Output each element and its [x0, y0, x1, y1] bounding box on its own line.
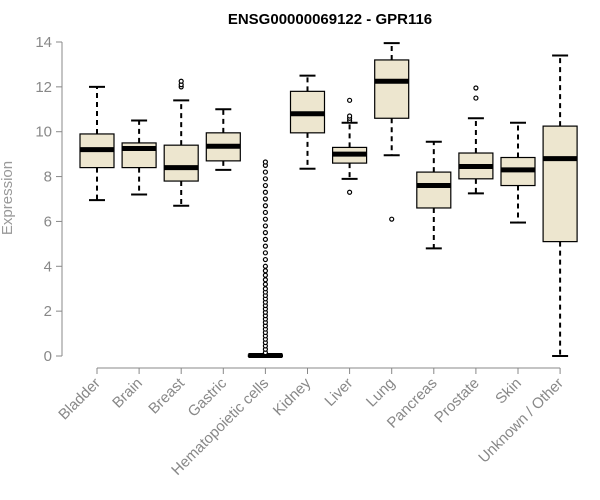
x-category-label: Lung: [363, 375, 399, 411]
outlier-point: [347, 97, 353, 103]
outlier-point: [347, 113, 353, 119]
box-kidney: [289, 74, 326, 170]
y-tick-label: 8: [44, 169, 52, 186]
x-category-label: Liver: [321, 375, 356, 410]
outlier-point: [178, 78, 184, 84]
y-tick-label: 6: [44, 213, 52, 230]
x-category-label: Breast: [145, 374, 188, 417]
box-liver: [332, 97, 368, 195]
outlier-point: [262, 250, 268, 256]
box: [163, 144, 199, 182]
y-tick-label: 12: [35, 79, 52, 96]
outlier-point: [262, 209, 268, 216]
outlier-point: [262, 230, 268, 236]
y-tick-label: 10: [35, 124, 52, 141]
y-tick-label: 4: [44, 258, 52, 275]
x-category-label: Skin: [492, 375, 525, 408]
y-tick-label: 2: [44, 303, 52, 320]
outlier-point: [262, 263, 268, 269]
box-skin: [500, 121, 536, 224]
x-category-label: Kidney: [270, 374, 315, 419]
box-prostate: [458, 85, 494, 195]
outlier-point: [262, 236, 268, 242]
box-hematopoietic-cells: [247, 159, 283, 359]
x-category-label: Brain: [109, 375, 146, 412]
box-bladder: [79, 85, 115, 202]
y-axis: 0 2 4 6 8 10 12 14: [35, 34, 63, 365]
outlier-point: [262, 256, 268, 263]
box-lung: [374, 42, 410, 222]
outlier-point: [347, 189, 353, 195]
outlier-point: [262, 281, 268, 287]
outlier-point: [262, 182, 268, 189]
outlier-point: [262, 268, 268, 274]
outlier-point: [262, 176, 268, 182]
plot-area: [79, 42, 578, 359]
x-category-label: Prostate: [431, 375, 483, 427]
box-pancreas: [416, 140, 452, 250]
outlier-point: [262, 203, 268, 209]
outlier-point: [262, 277, 268, 283]
box-gastric: [205, 108, 241, 171]
outlier-point: [262, 196, 268, 202]
box-unknown-other: [542, 54, 578, 357]
box-brain: [121, 119, 157, 196]
outlier-point: [262, 243, 268, 249]
outlier-point: [262, 169, 268, 175]
outlier-point: [262, 272, 268, 278]
box-breast: [163, 78, 199, 207]
x-category-label: Bladder: [55, 375, 104, 424]
outlier-point: [262, 223, 268, 229]
y-tick-label: 0: [44, 348, 52, 365]
box: [416, 171, 452, 209]
box: [542, 125, 578, 243]
y-tick-label: 14: [35, 34, 52, 51]
outlier-point: [262, 216, 268, 222]
box: [374, 59, 410, 119]
outlier-point: [262, 189, 268, 195]
outlier-point: [262, 159, 268, 165]
outlier-point: [473, 85, 479, 91]
chart-title: ENSG00000069122 - GPR116: [228, 11, 432, 28]
outlier-point: [389, 216, 395, 222]
outlier-point: [262, 286, 268, 292]
y-axis-label: Expression: [0, 161, 16, 235]
outlier-point: [473, 95, 479, 101]
